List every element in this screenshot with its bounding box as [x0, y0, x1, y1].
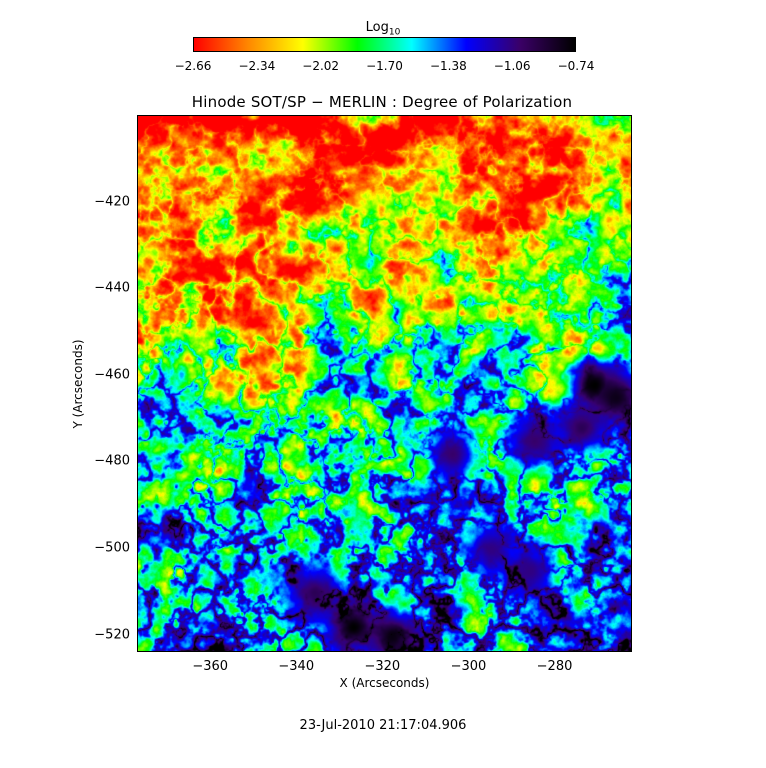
x-tick-label: −340	[278, 659, 315, 674]
colorbar-tick-label: −1.38	[429, 59, 467, 73]
colorbar-tick-label: −1.06	[493, 59, 531, 73]
x-axis-label: X (Arcseconds)	[339, 676, 430, 690]
colorbar-tick-label: −1.70	[366, 59, 403, 73]
x-tick-label: −300	[450, 659, 487, 674]
colorbar-tick-label: −2.66	[174, 59, 212, 73]
y-tick-label: −520	[94, 627, 130, 643]
y-axis-label: Y (Arcseconds)	[71, 339, 85, 429]
chart-title: Hinode SOT/SP − MERLIN : Degree of Polar…	[191, 93, 573, 111]
y-tick-label: −420	[94, 194, 130, 210]
y-tick-label: −440	[94, 280, 130, 296]
heatmap-plot-area	[137, 115, 632, 652]
y-tick-label: −460	[94, 367, 130, 383]
x-tick-label: −360	[192, 659, 229, 674]
colorbar-tick-label: −0.74	[557, 59, 595, 73]
x-tick-label: −320	[364, 659, 401, 674]
x-tick-label: −280	[536, 659, 573, 674]
colorbar-tick-label: −2.02	[302, 59, 340, 73]
heatmap-canvas	[138, 116, 631, 651]
y-tick-label: −480	[94, 453, 130, 469]
colorbar-tick-label: −2.34	[238, 59, 276, 73]
observation-timestamp: 23-Jul-2010 21:17:04.906	[299, 718, 467, 733]
colorbar	[193, 37, 576, 52]
y-tick-label: −500	[94, 540, 130, 556]
colorbar-label: Log10	[365, 20, 401, 38]
